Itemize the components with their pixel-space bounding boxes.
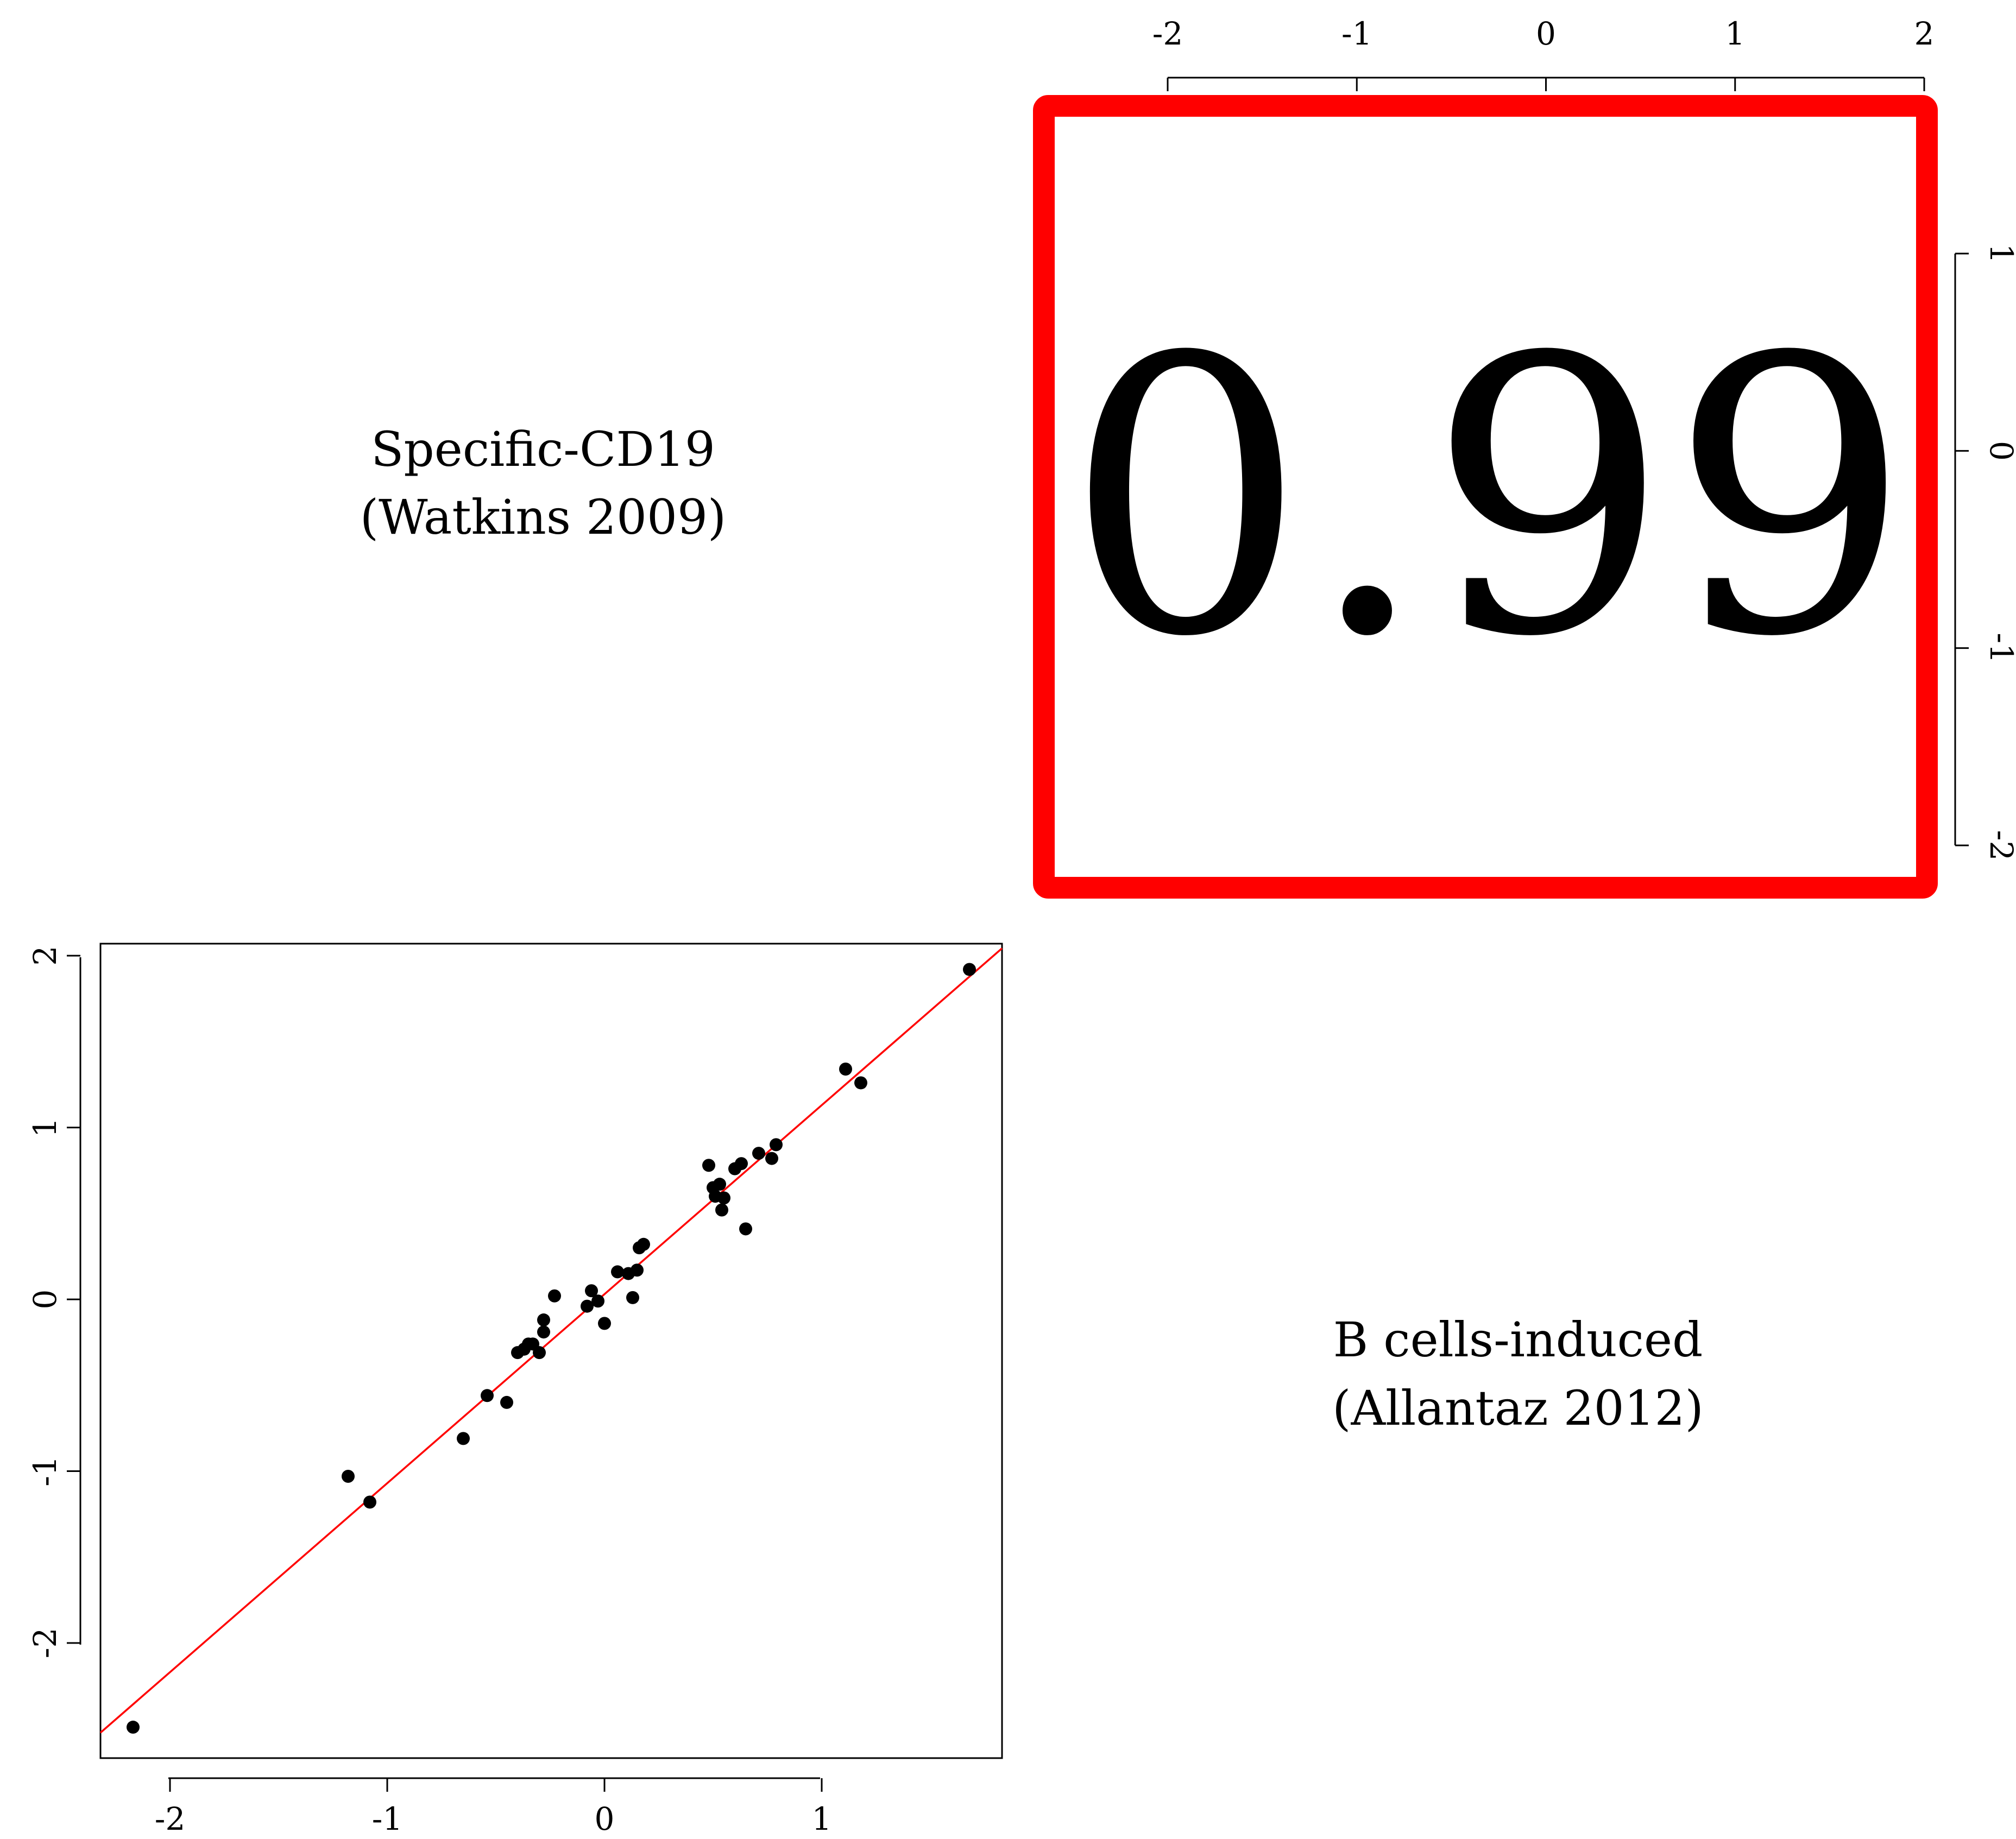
scatter-point bbox=[363, 1495, 376, 1509]
scatter-point bbox=[765, 1152, 778, 1165]
scatter-point bbox=[457, 1432, 470, 1445]
variable-source-line2: (Watkins 2009) bbox=[360, 489, 727, 545]
left-y-axis: 2 1 0 -1 -2 bbox=[27, 946, 81, 1659]
top-x-axis: -2 -1 0 1 2 bbox=[1152, 15, 1935, 91]
scatter-point bbox=[591, 1294, 604, 1308]
scatter-point bbox=[717, 1191, 730, 1205]
variable-source-line2: (Allantaz 2012) bbox=[1332, 1380, 1704, 1436]
tick-label: 1 bbox=[812, 1800, 832, 1837]
scatter-point bbox=[548, 1289, 561, 1303]
scatter-point bbox=[631, 1263, 644, 1277]
tick-label: -2 bbox=[1983, 830, 2016, 861]
tick-label: -1 bbox=[1341, 15, 1372, 52]
scatter-point bbox=[500, 1395, 513, 1409]
tick-label: 0 bbox=[1983, 441, 2016, 461]
tick-label: -1 bbox=[372, 1800, 403, 1837]
tick-label: -1 bbox=[1983, 633, 2016, 663]
diagonal-label-b-cells-induced: B cells-induced (Allantaz 2012) bbox=[1332, 1312, 1704, 1436]
scatter-point bbox=[854, 1076, 867, 1090]
tick-label: -1 bbox=[27, 1456, 64, 1487]
scatter-point bbox=[715, 1203, 728, 1217]
tick-label: -2 bbox=[1152, 15, 1183, 52]
tick-label: 0 bbox=[27, 1290, 64, 1310]
tick-label: 0 bbox=[1536, 15, 1556, 52]
regression-line bbox=[99, 947, 1003, 1734]
variable-name-line1: Specific-CD19 bbox=[371, 421, 715, 477]
scatter-point bbox=[637, 1237, 650, 1251]
scatter-point bbox=[626, 1291, 639, 1304]
tick-label: 1 bbox=[1983, 244, 2016, 264]
scatter-point bbox=[752, 1147, 765, 1160]
scatter-point bbox=[713, 1178, 726, 1191]
diagonal-label-specific-cd19: Specific-CD19 (Watkins 2009) bbox=[360, 421, 727, 545]
scatter-point bbox=[735, 1157, 748, 1171]
correlation-box bbox=[1033, 95, 1938, 899]
scatter-point bbox=[581, 1299, 594, 1313]
scatter-panel: 2 1 0 -1 -2 -2 -1 0 1 bbox=[27, 943, 1003, 1837]
tick-label: 1 bbox=[1725, 15, 1745, 52]
variable-name-line1: B cells-induced bbox=[1333, 1312, 1703, 1368]
scatter-point bbox=[342, 1470, 355, 1483]
scatter-point bbox=[598, 1317, 611, 1330]
right-y-axis: 1 0 -1 -2 bbox=[1954, 244, 2016, 861]
scatter-plot-frame bbox=[99, 943, 1003, 1759]
scatter-point bbox=[770, 1138, 783, 1152]
correlation-panel: 0.99 bbox=[1033, 95, 1938, 899]
scatter-point bbox=[585, 1284, 598, 1298]
scatter-point bbox=[739, 1222, 752, 1236]
scatter-point bbox=[963, 963, 976, 976]
tick-label: 1 bbox=[27, 1117, 64, 1137]
scatter-point bbox=[127, 1721, 140, 1734]
tick-label: 2 bbox=[27, 946, 64, 966]
correlation-value: 0.99 bbox=[1065, 277, 1912, 720]
tick-label: 2 bbox=[1914, 15, 1935, 52]
bottom-x-axis: -2 -1 0 1 bbox=[155, 1777, 832, 1837]
tick-label: -2 bbox=[27, 1628, 64, 1659]
tick-label: -2 bbox=[155, 1800, 186, 1837]
scatter-point bbox=[702, 1159, 715, 1172]
scatter-marks bbox=[99, 947, 1003, 1734]
scatter-point bbox=[537, 1325, 550, 1339]
scatter-point bbox=[611, 1265, 624, 1279]
scatter-point bbox=[533, 1346, 546, 1360]
scatter-point bbox=[537, 1313, 550, 1327]
scatter-point bbox=[839, 1063, 852, 1076]
scatter-point bbox=[481, 1389, 494, 1402]
tick-label: 0 bbox=[595, 1800, 615, 1837]
